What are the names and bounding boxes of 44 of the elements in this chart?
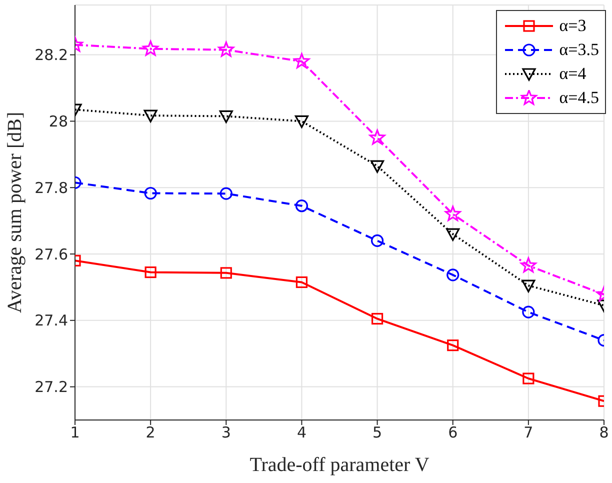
legend-label: α=3	[559, 16, 586, 36]
x-tick-label: 4	[296, 424, 306, 442]
point	[220, 267, 232, 279]
point	[219, 110, 233, 124]
point	[294, 53, 310, 68]
point	[371, 312, 384, 325]
point	[370, 160, 384, 173]
x-tick-label: 1	[70, 424, 80, 442]
point	[447, 340, 459, 352]
point	[520, 257, 536, 272]
legend-label: α=4.5	[559, 88, 599, 108]
point	[444, 206, 461, 222]
point	[369, 130, 386, 145]
point	[370, 234, 384, 248]
point	[220, 187, 232, 200]
x-tick-label: 7	[524, 424, 534, 442]
y-tick-label: 27.8	[34, 178, 68, 197]
point	[142, 40, 159, 56]
point	[446, 268, 460, 282]
y-tick-label: 28.2	[34, 46, 68, 64]
x-tick-label: 3	[221, 424, 231, 442]
y-tick-label: 28	[48, 112, 68, 131]
point	[144, 266, 156, 278]
point	[144, 186, 157, 200]
y-tick-label: 27.2	[34, 378, 68, 396]
x-tick-label: 8	[599, 424, 609, 442]
point	[144, 110, 158, 122]
point	[522, 306, 535, 318]
y-tick-label: 27.6	[34, 245, 68, 264]
point	[446, 228, 460, 241]
y-tick-label: 27.4	[34, 312, 68, 330]
x-axis-title: Trade-off parameter V	[250, 454, 430, 476]
point	[218, 42, 234, 57]
point	[295, 200, 308, 212]
point	[294, 115, 309, 128]
legend-label: α=4	[559, 64, 586, 84]
y-axis-title: Average sum power [dB]	[4, 112, 26, 314]
point	[296, 276, 308, 288]
point	[522, 372, 534, 384]
point	[522, 280, 536, 292]
x-tick-label: 6	[448, 424, 458, 442]
legend-label: α=3.5	[559, 40, 599, 60]
x-tick-label: 5	[372, 424, 382, 442]
x-tick-label: 2	[146, 424, 156, 442]
